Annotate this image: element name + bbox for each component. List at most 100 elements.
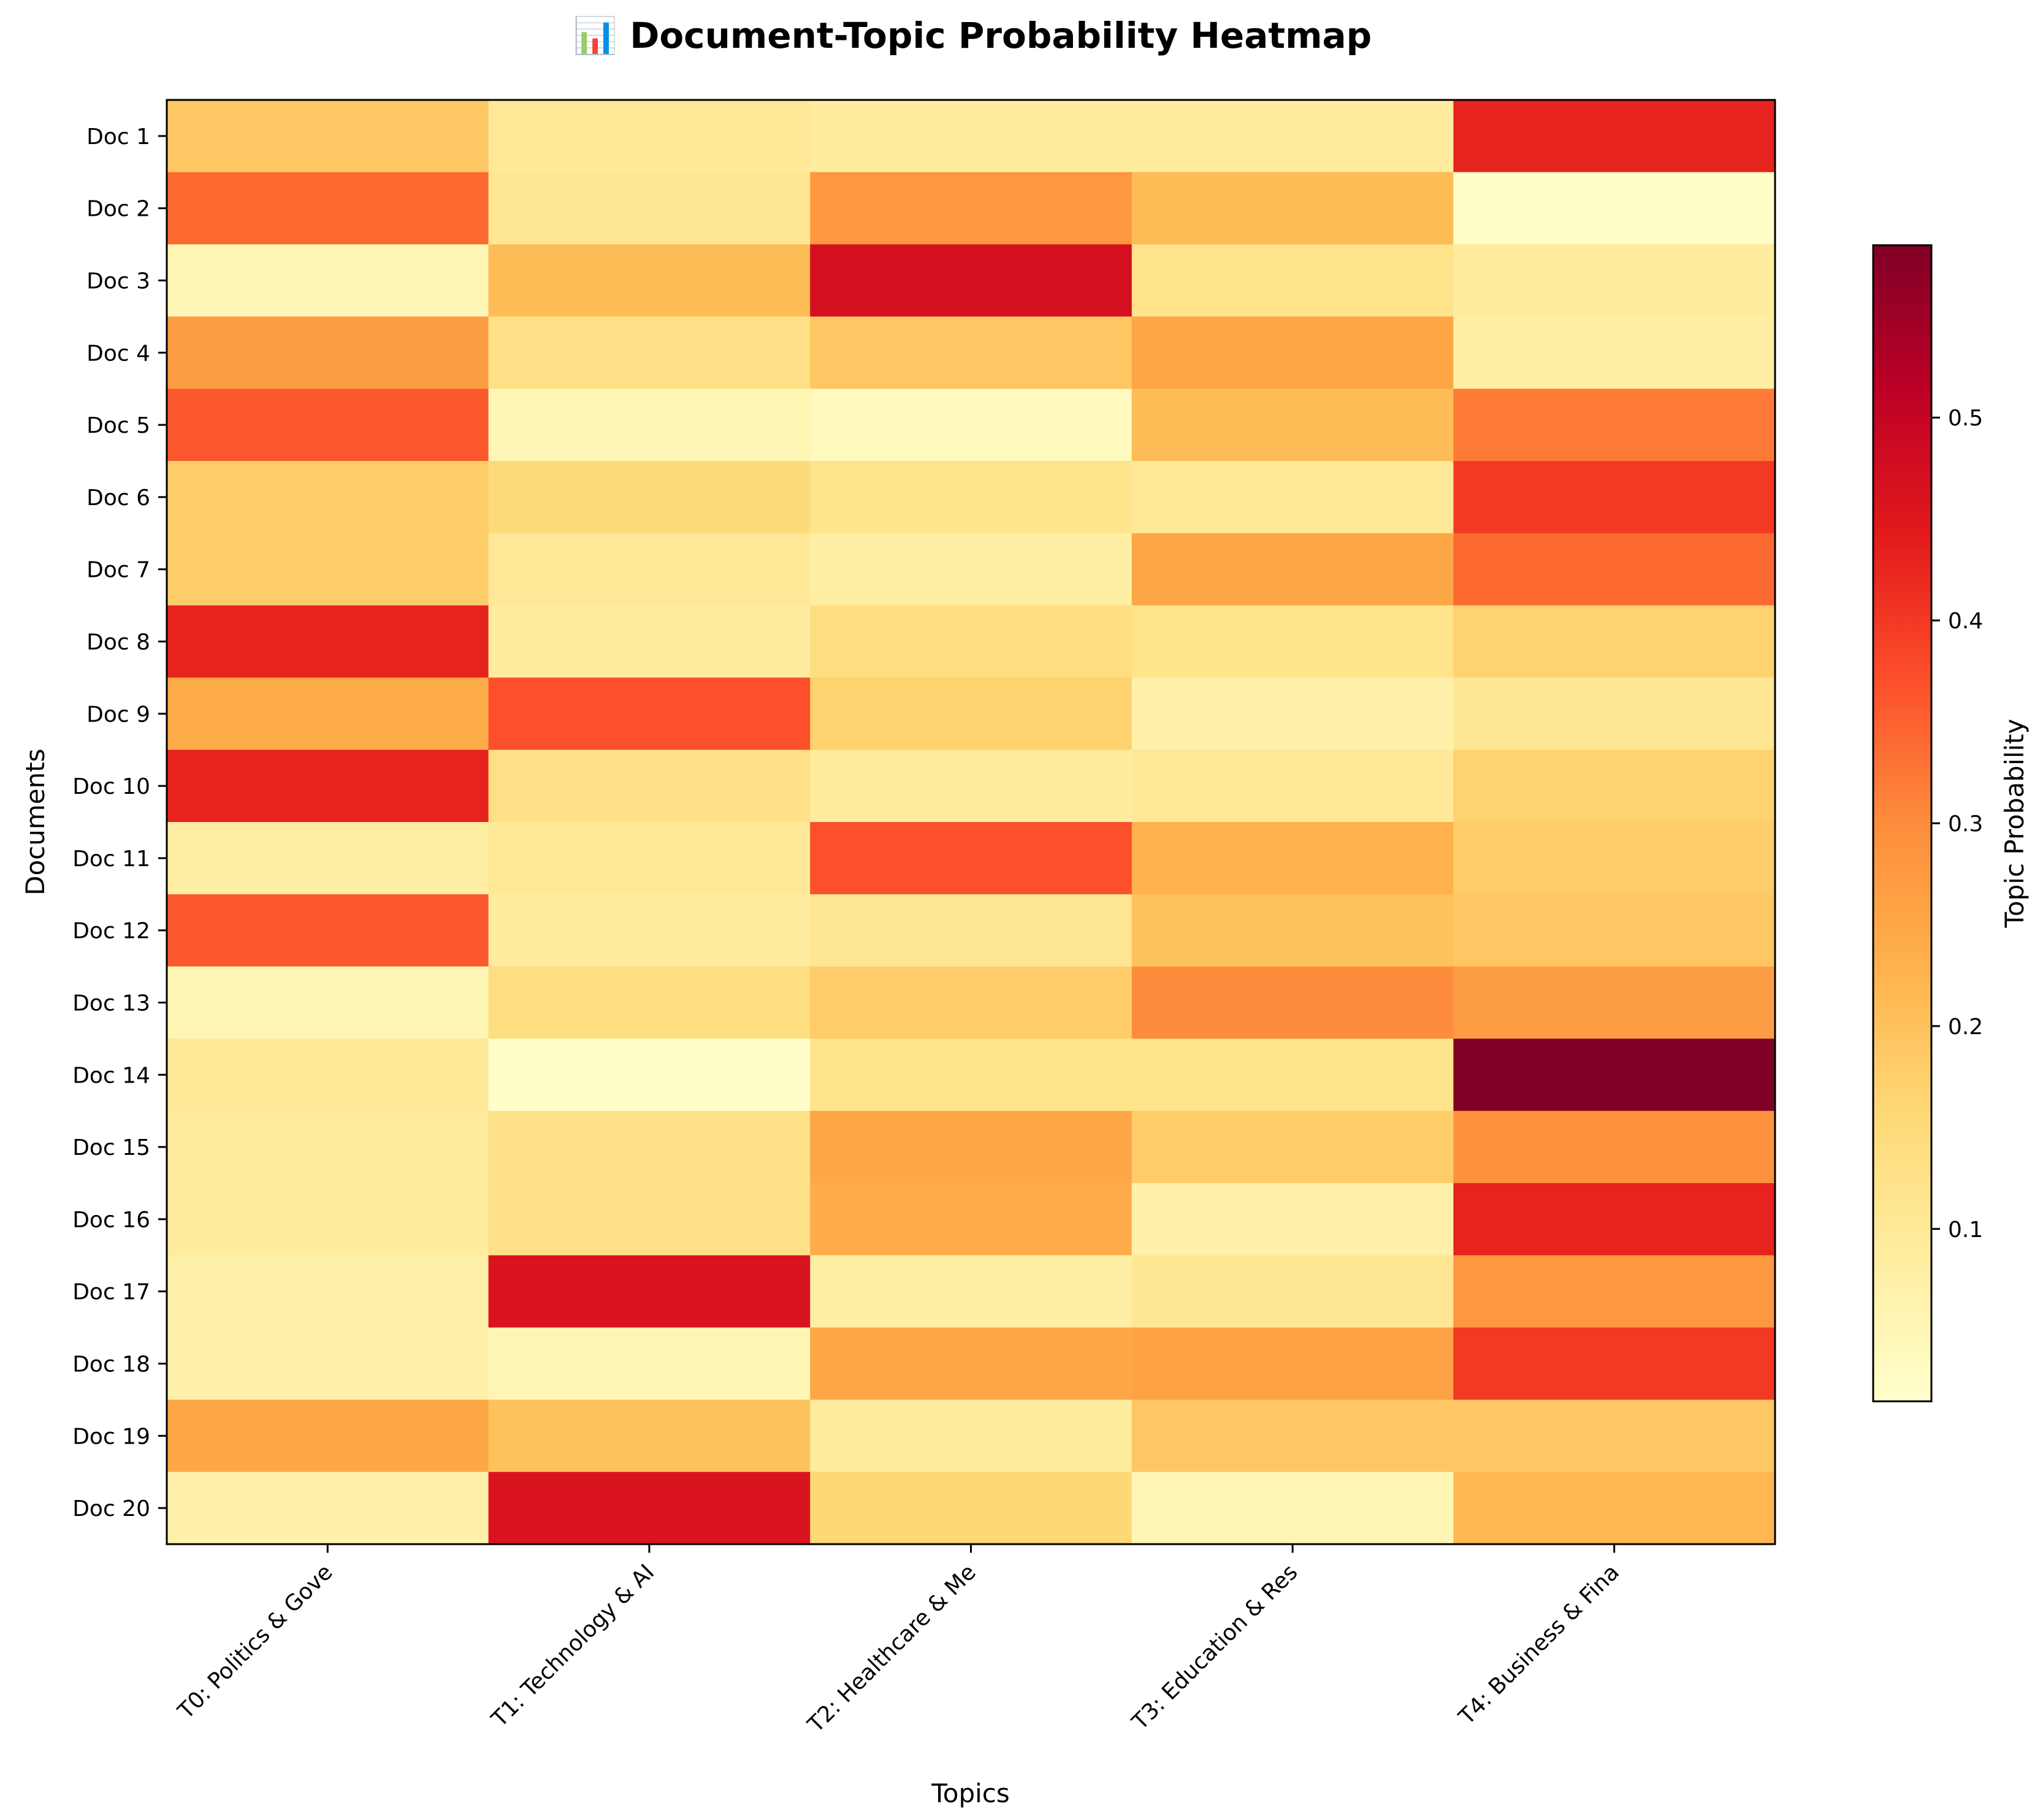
heatmap-cell-r10-c3	[1131, 750, 1454, 823]
heatmap-cell-r18-c0	[167, 1327, 489, 1400]
colorbar-tick-label: 0.4	[1948, 609, 1983, 634]
y-tick-label: Doc 7	[86, 558, 150, 583]
heatmap-cell-r8-c1	[488, 605, 811, 678]
heatmap-cell-r2-c2	[810, 172, 1132, 245]
heatmap-cell-r20-c4	[1453, 1472, 1776, 1545]
heatmap-cell-r17-c2	[810, 1255, 1132, 1328]
heatmap-cell-r17-c1	[488, 1255, 811, 1328]
heatmap-cell-r14-c2	[810, 1038, 1132, 1111]
heatmap-cell-r6-c2	[810, 461, 1132, 534]
heatmap-cell-r17-c0	[167, 1255, 489, 1328]
x-tick-label: T4: Business & Fina	[1454, 1559, 1624, 1730]
heatmap-cell-r4-c2	[810, 316, 1132, 389]
heatmap-cell-r9-c3	[1131, 677, 1454, 750]
heatmap-cell-r15-c0	[167, 1111, 489, 1184]
heatmap-cell-r8-c3	[1131, 605, 1454, 678]
heatmap-cell-r18-c1	[488, 1327, 811, 1400]
heatmap-cell-r16-c2	[810, 1183, 1132, 1256]
heatmap-cell-r1-c3	[1131, 100, 1454, 173]
heatmap-cell-r13-c2	[810, 966, 1132, 1039]
heatmap-cell-r8-c0	[167, 605, 489, 678]
heatmap-cell-r15-c4	[1453, 1111, 1776, 1184]
x-tick-label: T2: Healthcare & Me	[803, 1559, 981, 1738]
y-tick-label: Doc 16	[72, 1208, 150, 1233]
heatmap-cell-r19-c3	[1131, 1399, 1454, 1472]
heatmap-cell-r14-c1	[488, 1038, 811, 1111]
heatmap-cell-r11-c4	[1453, 822, 1776, 895]
chart-title: 📊 Document-Topic Probability Heatmap	[573, 15, 1372, 56]
heatmap-cell-r11-c0	[167, 822, 489, 895]
y-tick-label: Doc 2	[86, 197, 150, 222]
heatmap-cell-r14-c4	[1453, 1038, 1776, 1111]
heatmap-cell-r3-c4	[1453, 244, 1776, 317]
heatmap-cell-r11-c1	[488, 822, 811, 895]
heatmap-cell-r6-c0	[167, 461, 489, 534]
heatmap-cell-r10-c2	[810, 750, 1132, 823]
heatmap-cell-r9-c1	[488, 677, 811, 750]
heatmap-cell-r14-c0	[167, 1038, 489, 1111]
y-tick-label: Doc 17	[72, 1280, 150, 1305]
heatmap-cell-r9-c0	[167, 677, 489, 750]
heatmap-cell-r3-c0	[167, 244, 489, 317]
y-tick-label: Doc 1	[86, 124, 150, 150]
colorbar-tick-label: 0.5	[1948, 406, 1983, 431]
heatmap-cell-r16-c3	[1131, 1183, 1454, 1256]
y-tick-label: Doc 12	[72, 919, 150, 944]
heatmap-cell-r4-c0	[167, 316, 489, 389]
heatmap-cell-r12-c1	[488, 894, 811, 967]
heatmap-cell-r1-c0	[167, 100, 489, 173]
x-axis-label: Topics	[931, 1778, 1010, 1808]
heatmap-cell-r6-c1	[488, 461, 811, 534]
heatmap-cell-r2-c1	[488, 172, 811, 245]
heatmap-cell-r15-c1	[488, 1111, 811, 1184]
heatmap-cell-r8-c2	[810, 605, 1132, 678]
heatmap-cell-r18-c2	[810, 1327, 1132, 1400]
heatmap-cell-r9-c4	[1453, 677, 1776, 750]
colorbar-tick-label: 0.2	[1948, 1015, 1983, 1040]
colorbar-label: Topic Probability	[1999, 718, 2030, 928]
x-tick-label: T1: Technology & AI	[487, 1559, 660, 1732]
heatmap-cell-r10-c0	[167, 750, 489, 823]
colorbar-ticks: 0.1 0.2 0.3 0.4 0.5	[1931, 406, 1983, 1243]
y-tick-label: Doc 14	[72, 1063, 150, 1088]
heatmap-cell-r1-c2	[810, 100, 1132, 173]
heatmap-cell-r19-c4	[1453, 1399, 1776, 1472]
heatmap-cell-r13-c1	[488, 966, 811, 1039]
heatmap-cell-r6-c4	[1453, 461, 1776, 534]
heatmap-cell-r16-c4	[1453, 1183, 1776, 1256]
heatmap-cell-r14-c3	[1131, 1038, 1454, 1111]
heatmap-cell-r15-c3	[1131, 1111, 1454, 1184]
heatmap-cell-r7-c3	[1131, 533, 1454, 606]
heatmap-cell-r4-c3	[1131, 316, 1454, 389]
heatmap-cell-r8-c4	[1453, 605, 1776, 678]
heatmap-cell-r18-c3	[1131, 1327, 1454, 1400]
heatmap-cell-r13-c0	[167, 966, 489, 1039]
heatmap-cell-r5-c0	[167, 389, 489, 462]
heatmap-cell-r20-c0	[167, 1472, 489, 1545]
heatmap-cell-r15-c2	[810, 1111, 1132, 1184]
y-tick-label: Doc 6	[86, 485, 150, 511]
heatmap-cell-r18-c4	[1453, 1327, 1776, 1400]
heatmap-cell-r19-c1	[488, 1399, 811, 1472]
heatmap-cell-r12-c2	[810, 894, 1132, 967]
heatmap-cell-r3-c2	[810, 244, 1132, 317]
heatmap-cell-r1-c4	[1453, 100, 1776, 173]
heatmap-cell-r20-c1	[488, 1472, 811, 1545]
heatmap-cell-r2-c4	[1453, 172, 1776, 245]
colorbar	[1872, 244, 1933, 1403]
heatmap-cell-r5-c2	[810, 389, 1132, 462]
y-tick-label: Doc 10	[72, 774, 150, 799]
heatmap-cell-r11-c3	[1131, 822, 1454, 895]
heatmap-cell-r2-c3	[1131, 172, 1454, 245]
heatmap-cell-r19-c0	[167, 1399, 489, 1472]
y-tick-label: Doc 8	[86, 630, 150, 655]
y-tick-label: Doc 9	[86, 702, 150, 727]
heatmap-cell-r13-c4	[1453, 966, 1776, 1039]
heatmap-cell-r4-c4	[1453, 316, 1776, 389]
heatmap-cell-r12-c3	[1131, 894, 1454, 967]
heatmap-cell-r7-c1	[488, 533, 811, 606]
y-ticks: Doc 1 Doc 2 Doc 3 Doc 4 Doc 5 Doc 6 Doc 7 Doc 8…	[72, 124, 167, 1521]
heatmap-cell-r6-c3	[1131, 461, 1454, 534]
heatmap-cell-r3-c3	[1131, 244, 1454, 317]
